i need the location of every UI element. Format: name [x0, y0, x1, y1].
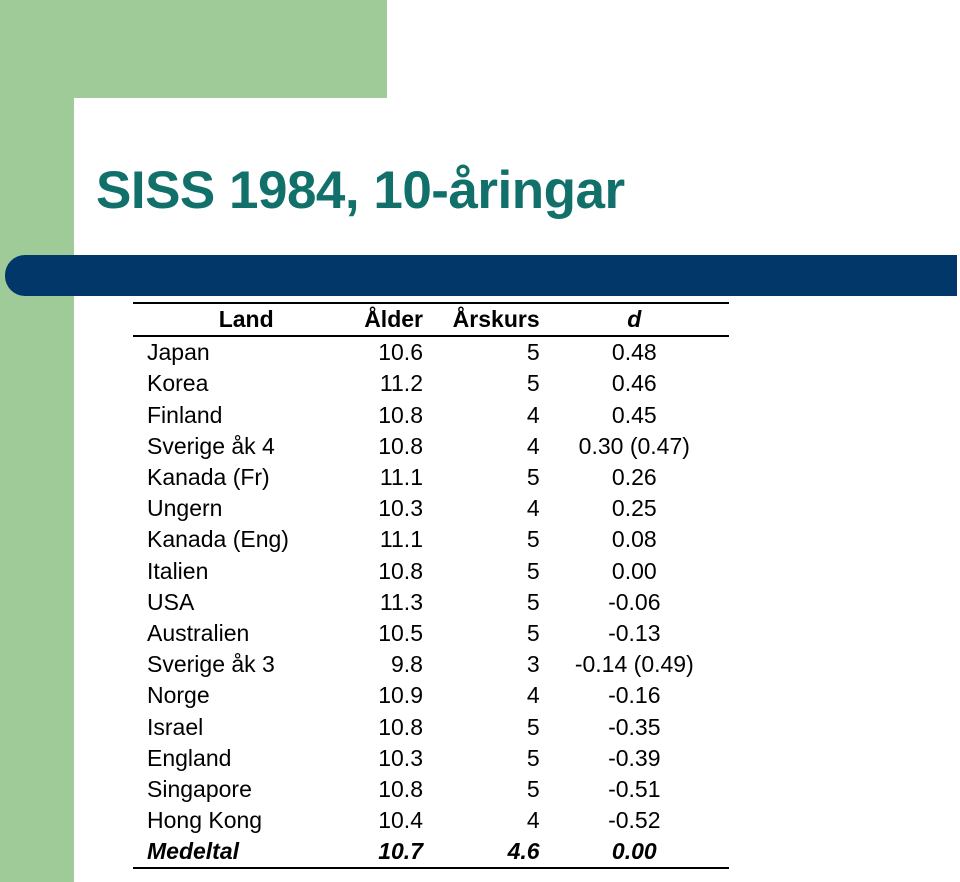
- table-row: Finland 10.8 4 0.45: [133, 400, 729, 431]
- cell-alder: 10.8: [378, 432, 423, 459]
- cell-alder: 11.1: [379, 526, 423, 553]
- cell-alder: 10.9: [378, 682, 423, 709]
- header-arskurs: Årskurs: [452, 306, 540, 333]
- cell-alder: 9.8: [391, 651, 423, 678]
- cell-arskurs: 5: [526, 619, 540, 646]
- cell-d: -0.52: [608, 807, 661, 834]
- cell-alder: 11.1: [379, 464, 423, 491]
- footer-land: Medeltal: [147, 838, 240, 865]
- cell-arskurs: 4: [526, 401, 540, 428]
- table-row: Hong Kong 10.4 4 -0.52: [133, 805, 729, 836]
- green-top-band: [0, 0, 387, 98]
- cell-land: Kanada (Eng): [147, 526, 289, 553]
- footer-alder: 10.7: [378, 838, 423, 865]
- cell-arskurs: 5: [526, 713, 540, 740]
- cell-arskurs: 5: [526, 464, 540, 491]
- cell-alder: 10.8: [378, 401, 423, 428]
- cell-land: USA: [147, 588, 195, 615]
- cell-land: Norge: [147, 682, 210, 709]
- cell-arskurs: 4: [526, 495, 540, 522]
- cell-land: Italien: [147, 557, 209, 584]
- cell-arskurs: 5: [526, 775, 540, 802]
- cell-d: 0.00: [611, 557, 657, 584]
- cell-d: 0.08: [611, 526, 657, 553]
- cell-d: -0.06: [608, 588, 661, 615]
- cell-arskurs: 4: [526, 432, 540, 459]
- header-d: d: [627, 306, 642, 333]
- table-row: Japan 10.6 5 0.48: [133, 336, 729, 368]
- cell-land: Hong Kong: [147, 807, 263, 834]
- cell-land: Japan: [147, 339, 210, 366]
- cell-alder: 10.6: [378, 339, 423, 366]
- table-row: Italien 10.8 5 0.00: [133, 556, 729, 587]
- cell-arskurs: 5: [526, 588, 540, 615]
- rounded-corner-decoration: [74, 98, 134, 158]
- table-row: England 10.3 5 -0.39: [133, 743, 729, 774]
- cell-arskurs: 5: [526, 557, 540, 584]
- table-row: Sverige åk 4 10.8 4 0.30 (0.47): [133, 431, 729, 462]
- cell-alder: 10.4: [378, 807, 423, 834]
- cell-d: -0.35: [608, 713, 661, 740]
- cell-land: Sverige åk 4: [147, 432, 275, 459]
- cell-alder: 10.3: [378, 744, 423, 771]
- cell-d: -0.39: [608, 744, 661, 771]
- cell-d: -0.16: [608, 682, 661, 709]
- cell-d: 0.30 (0.47): [578, 432, 690, 459]
- cell-land: Australien: [147, 619, 250, 646]
- cell-arskurs: 4: [526, 807, 540, 834]
- cell-land: Israel: [147, 713, 204, 740]
- table-row: USA 11.3 5 -0.06: [133, 587, 729, 618]
- cell-alder: 10.3: [378, 495, 423, 522]
- header-alder: Ålder: [364, 306, 423, 333]
- cell-land: Korea: [147, 370, 209, 397]
- cell-alder: 11.2: [379, 370, 423, 397]
- cell-arskurs: 5: [526, 370, 540, 397]
- cell-d: -0.14 (0.49): [574, 651, 694, 678]
- cell-d: 0.45: [611, 401, 657, 428]
- cell-d: -0.13: [608, 619, 661, 646]
- slide-title: SISS 1984, 10-åringar: [96, 161, 625, 220]
- cell-land: Sverige åk 3: [147, 651, 275, 678]
- table-row: Sverige åk 3 9.8 3 -0.14 (0.49): [133, 649, 729, 680]
- results-table: Land Ålder Årskurs d Japan 10.6 5 0.48 Korea…: [133, 302, 729, 869]
- table-row: Korea 11.2 5 0.46: [133, 368, 729, 399]
- table-footer-row: Medeltal 10.7 4.6 0.00: [133, 836, 729, 869]
- cell-land: England: [147, 744, 232, 771]
- table-row: Norge 10.9 4 -0.16: [133, 680, 729, 711]
- cell-alder: 11.3: [379, 588, 423, 615]
- cell-alder: 10.8: [378, 557, 423, 584]
- table-row: Kanada (Fr) 11.1 5 0.26: [133, 462, 729, 493]
- table-row: Australien 10.5 5 -0.13: [133, 618, 729, 649]
- cell-d: 0.48: [611, 339, 657, 366]
- table-row: Singapore 10.8 5 -0.51: [133, 774, 729, 805]
- cell-arskurs: 5: [526, 744, 540, 771]
- cell-land: Kanada (Fr): [147, 464, 270, 491]
- footer-arskurs: 4.6: [507, 838, 540, 865]
- table-row: Israel 10.8 5 -0.35: [133, 711, 729, 742]
- cell-land: Ungern: [147, 495, 223, 522]
- footer-d: 0.00: [611, 838, 657, 865]
- table-row: Ungern 10.3 4 0.25: [133, 493, 729, 524]
- cell-arskurs: 5: [526, 526, 540, 553]
- header-land: Land: [218, 306, 274, 333]
- cell-alder: 10.5: [378, 619, 423, 646]
- cell-arskurs: 5: [526, 339, 540, 366]
- cell-arskurs: 3: [526, 651, 540, 678]
- cell-d: 0.25: [611, 495, 657, 522]
- cell-alder: 10.8: [378, 775, 423, 802]
- cell-land: Singapore: [147, 775, 252, 802]
- cell-d: -0.51: [608, 775, 661, 802]
- table-row: Kanada (Eng) 11.1 5 0.08: [133, 524, 729, 555]
- cell-alder: 10.8: [378, 713, 423, 740]
- table-header-row: Land Ålder Årskurs d: [133, 303, 729, 337]
- cell-land: Finland: [147, 401, 223, 428]
- cell-d: 0.26: [611, 464, 657, 491]
- cell-arskurs: 4: [526, 682, 540, 709]
- green-side-band: [0, 0, 74, 882]
- title-divider-bar: [5, 255, 957, 296]
- cell-d: 0.46: [611, 370, 657, 397]
